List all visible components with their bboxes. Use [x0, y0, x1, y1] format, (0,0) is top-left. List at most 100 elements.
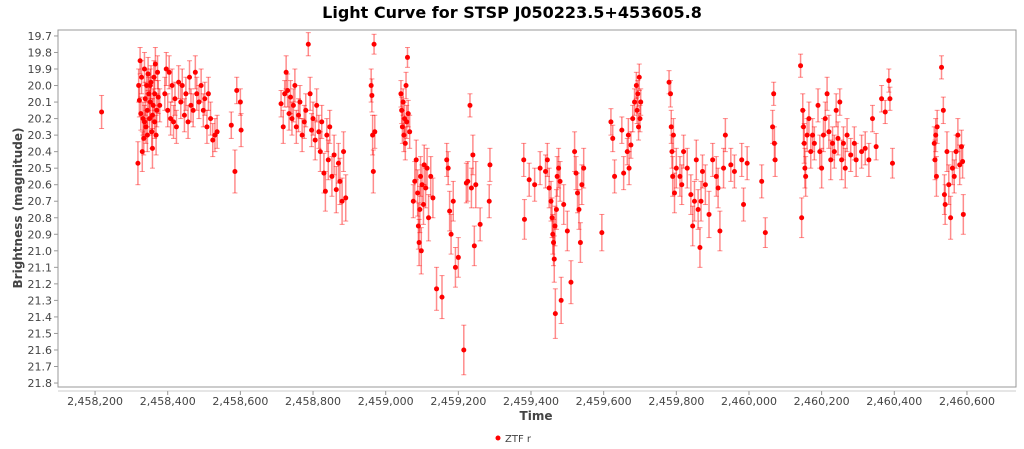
data-point	[573, 156, 579, 191]
data-point	[141, 104, 147, 139]
data-point	[232, 149, 238, 194]
point-marker	[800, 124, 806, 130]
data-point	[820, 118, 826, 153]
y-tick-label: 20.6	[28, 179, 53, 192]
data-point	[333, 166, 339, 214]
data-point	[325, 139, 331, 181]
point-marker	[556, 165, 562, 171]
data-point	[668, 109, 674, 144]
data-point	[402, 101, 408, 136]
point-marker	[196, 99, 202, 105]
point-marker	[166, 69, 172, 75]
data-point	[204, 109, 210, 144]
point-marker	[771, 91, 777, 97]
point-marker	[599, 230, 605, 236]
point-marker	[697, 245, 703, 251]
data-point	[839, 139, 845, 181]
data-point	[420, 184, 426, 225]
point-marker	[561, 202, 567, 208]
data-point	[549, 197, 555, 239]
x-tick-label: 2,459,400	[503, 395, 559, 408]
y-tick-label: 21.2	[28, 278, 53, 291]
point-marker	[939, 64, 945, 70]
data-point	[960, 194, 966, 235]
data-point	[521, 199, 527, 240]
point-marker	[690, 223, 696, 229]
data-point	[940, 96, 946, 125]
data-point	[869, 104, 875, 133]
point-marker	[572, 149, 578, 155]
point-marker	[142, 96, 148, 102]
point-marker	[144, 132, 150, 138]
data-point	[759, 164, 765, 199]
data-point	[181, 98, 187, 133]
point-marker	[185, 119, 191, 125]
data-point	[887, 86, 893, 111]
point-marker	[666, 79, 672, 85]
data-point	[691, 180, 697, 222]
data-point	[837, 88, 843, 116]
x-tick-label: 2,459,600	[576, 395, 632, 408]
data-point	[297, 85, 303, 120]
y-tick-label: 20.1	[28, 96, 53, 109]
point-marker	[573, 170, 579, 176]
data-point	[138, 96, 144, 131]
point-marker	[149, 145, 155, 151]
data-point	[944, 131, 950, 172]
data-point	[208, 101, 214, 136]
point-marker	[955, 132, 961, 138]
data-point	[568, 260, 574, 305]
point-marker	[135, 160, 141, 166]
data-point	[690, 205, 696, 247]
point-marker	[581, 165, 587, 171]
data-point	[770, 109, 776, 144]
y-axis-label: Brightness (magnitude)	[11, 127, 25, 288]
y-tick-label: 19.8	[28, 46, 53, 59]
data-point	[695, 189, 701, 230]
point-marker	[455, 254, 461, 260]
y-tick-label: 21.4	[28, 311, 53, 324]
data-point	[410, 184, 416, 219]
point-marker	[889, 160, 895, 166]
point-marker	[234, 87, 240, 93]
data-point	[439, 275, 445, 320]
point-marker	[168, 116, 174, 122]
data-point	[811, 126, 817, 161]
point-marker	[949, 165, 955, 171]
point-marker	[670, 132, 676, 138]
data-point	[403, 71, 409, 100]
point-marker	[155, 69, 161, 75]
data-point	[289, 101, 295, 136]
point-marker	[337, 178, 343, 184]
point-marker	[762, 230, 768, 236]
data-point	[473, 161, 479, 209]
point-marker	[305, 41, 311, 47]
point-marker	[415, 223, 421, 229]
point-marker	[404, 119, 410, 125]
data-point	[310, 101, 316, 136]
point-marker	[691, 198, 697, 204]
data-point	[553, 189, 559, 230]
point-marker	[139, 149, 145, 155]
data-point	[672, 172, 678, 214]
point-marker	[468, 185, 474, 191]
point-marker	[404, 54, 410, 60]
point-marker	[799, 215, 805, 221]
data-point	[798, 53, 804, 78]
point-marker	[316, 129, 322, 135]
x-axis: 2,458,200 2,458,400 2,458,600 2,458,800 2,45…	[58, 390, 1016, 408]
x-tick-label: 2,460,000	[721, 395, 777, 408]
y-tick-label: 21.0	[28, 245, 53, 258]
data-point	[933, 118, 939, 153]
point-marker	[368, 83, 374, 89]
data-point	[698, 180, 704, 222]
point-marker	[879, 96, 885, 102]
data-point	[327, 109, 333, 144]
data-point	[932, 139, 938, 181]
data-point	[638, 88, 644, 116]
point-marker	[942, 202, 948, 208]
data-point	[579, 164, 585, 206]
point-marker	[673, 165, 679, 171]
point-marker	[309, 127, 315, 133]
data-point	[400, 88, 406, 116]
